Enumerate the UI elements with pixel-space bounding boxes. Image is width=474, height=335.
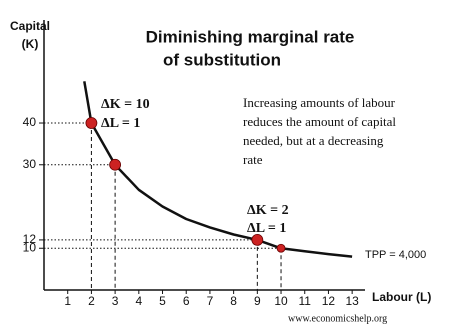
x-tick-label: 6 [183,294,190,308]
point [276,243,286,253]
x-tick-label: 12 [322,294,336,308]
annotation: ΔK = 2 [247,203,289,218]
y-tick-label: 10 [23,240,37,254]
x-tick-label: 2 [88,294,95,308]
source: www.economicshelp.org [288,313,387,324]
annotation: ΔL = 1 [247,221,286,236]
x-tick-label: 8 [230,294,237,308]
y-tick-label: 40 [23,115,37,129]
x-tick-label: 3 [112,294,119,308]
x-tick-label: 10 [274,294,288,308]
x-tick-label: 4 [135,294,142,308]
x-tick-label: 9 [254,294,261,308]
annotation: reduces the amount of capital [243,114,396,129]
y-tick-label: 30 [23,157,37,171]
x-tick-label: 7 [207,294,214,308]
x-tick-label: 11 [299,294,312,308]
annotation: ΔL = 1 [101,116,140,131]
point [85,117,98,129]
y-tick-label: 12 [23,232,37,246]
x-tick-label: 5 [159,294,166,308]
point [251,234,264,246]
chart-title: of substitution [163,50,281,69]
point [109,158,122,171]
chart-title: Diminishing marginal rate [146,27,355,46]
annotation: rate [243,152,263,167]
y-label: (K) [22,37,39,51]
y-label: Capital [10,19,50,33]
annotation: needed, but at a decreasing [243,133,384,148]
x-tick-label: 1 [64,294,71,308]
annotation: ΔK = 10 [101,97,150,112]
curve-label: TPP = 4,000 [365,249,426,261]
x-tick-label: 13 [345,294,359,308]
annotation: Increasing amounts of labour [243,95,396,110]
x-label: Labour (L) [372,290,431,304]
